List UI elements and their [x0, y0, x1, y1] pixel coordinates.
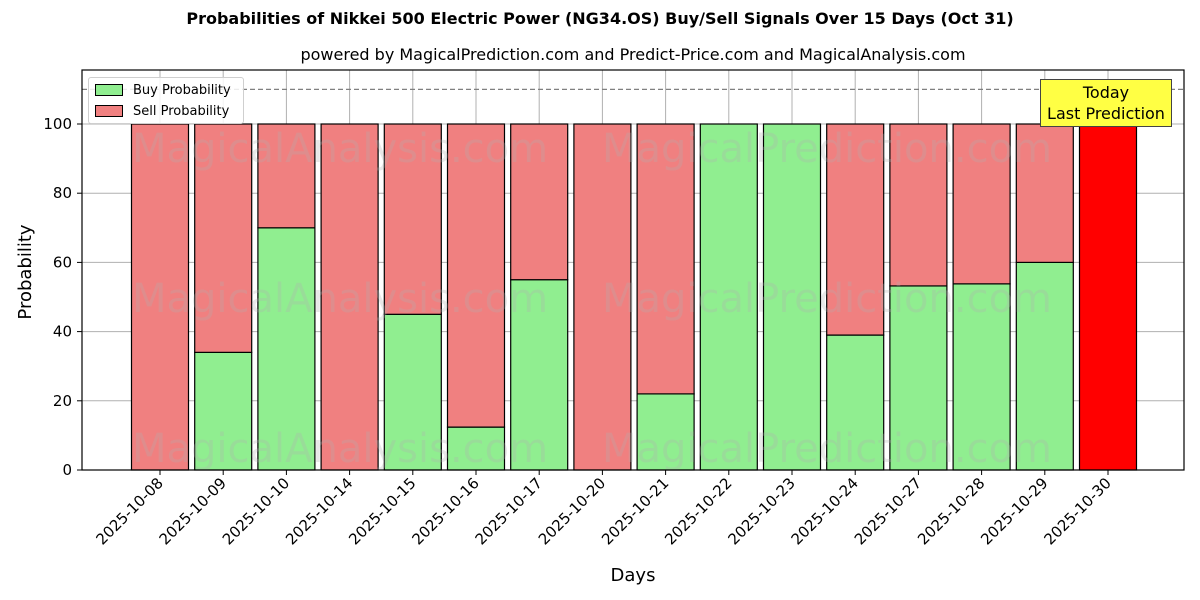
- y-tick-label: 20: [53, 392, 72, 410]
- legend-item-buy: Buy Probability: [95, 82, 231, 98]
- legend-item-sell: Sell Probability: [95, 103, 229, 119]
- buy-bar: [699, 123, 758, 471]
- bar-group: [320, 123, 379, 471]
- buy-bar: [952, 283, 1011, 471]
- x-tick-label: 2025-10-27: [851, 474, 925, 548]
- sell-bar: [510, 123, 569, 281]
- sell-bar: [889, 123, 948, 287]
- watermark: MagicalPrediction.com: [602, 276, 1052, 322]
- sell-bar: [826, 123, 885, 336]
- today-annotation: Today Last Prediction: [1040, 79, 1172, 127]
- sell-bar: [636, 123, 695, 395]
- x-tick-label: 2025-10-22: [661, 474, 735, 548]
- buy-bar: [257, 227, 316, 471]
- bar-group: [1078, 123, 1138, 471]
- bar-group: [699, 123, 758, 471]
- sell-bar: [320, 123, 379, 471]
- plot-frame: [81, 69, 1185, 471]
- x-tick-label: 2025-10-30: [1040, 474, 1114, 548]
- watermark: MagicalPrediction.com: [602, 426, 1052, 472]
- sell-swatch: [95, 105, 123, 117]
- watermark: MagicalPrediction.com: [602, 126, 1052, 172]
- x-tick-label: 2025-10-15: [345, 474, 419, 548]
- chart-title: Probabilities of Nikkei 500 Electric Pow…: [186, 9, 1014, 28]
- bar-group: [383, 123, 442, 471]
- x-tick-label: 2025-10-21: [598, 474, 672, 548]
- watermark: MagicalAnalysis.com: [132, 126, 548, 172]
- bar-group: [130, 123, 190, 471]
- y-axis-label: Probability: [15, 224, 36, 319]
- chart-subtitle: powered by MagicalPrediction.com and Pre…: [300, 45, 966, 64]
- legend-label-buy: Buy Probability: [133, 82, 231, 98]
- y-tick-label: 60: [53, 253, 72, 271]
- legend-label-sell: Sell Probability: [133, 103, 230, 119]
- bar-group: [446, 123, 506, 471]
- sell-bar: [130, 123, 190, 471]
- bar-group: [636, 123, 695, 471]
- x-tick-label: 2025-10-20: [535, 474, 609, 548]
- x-tick-label: 2025-10-09: [156, 474, 230, 548]
- sell-bar: [257, 123, 316, 229]
- x-tick-label: 2025-10-14: [282, 474, 356, 548]
- bar-group: [194, 123, 253, 471]
- x-tick-label: 2025-10-24: [788, 474, 862, 548]
- x-tick-label: 2025-10-17: [472, 474, 546, 548]
- bar-group: [889, 123, 948, 471]
- buy-bar: [636, 393, 695, 471]
- y-tick-label: 100: [43, 115, 72, 133]
- legend: Buy Probability Sell Probability: [88, 77, 244, 124]
- sell-bar: [383, 123, 442, 315]
- y-tick-label: 0: [62, 461, 72, 479]
- bar-group: [510, 123, 569, 471]
- sell-bar: [573, 123, 632, 471]
- bar-group: [762, 123, 822, 471]
- watermark: MagicalAnalysis.com: [132, 426, 548, 472]
- buy-bar: [383, 313, 442, 471]
- y-tick-label: 40: [53, 323, 72, 341]
- bar-group: [952, 123, 1011, 471]
- buy-swatch: [95, 84, 123, 96]
- x-tick-label: 2025-10-23: [724, 474, 798, 548]
- sell-bar: [446, 123, 506, 428]
- x-tick-label: 2025-10-16: [408, 474, 482, 548]
- bar-group: [257, 123, 316, 471]
- sell-bar: [1015, 123, 1074, 263]
- today-bar: [1078, 123, 1138, 471]
- sell-bar: [194, 123, 253, 353]
- x-tick-label: 2025-10-10: [219, 474, 293, 548]
- watermark: MagicalAnalysis.com: [132, 276, 548, 322]
- x-tick-label: 2025-10-08: [92, 474, 166, 548]
- y-tick-label: 80: [53, 184, 72, 202]
- sell-bar: [952, 123, 1011, 285]
- annotation-line2: Last Prediction: [1047, 104, 1165, 123]
- buy-bar: [762, 123, 822, 471]
- bar-group: [1015, 123, 1074, 471]
- x-axis-label: Days: [611, 565, 656, 586]
- x-tick-label: 2025-10-28: [914, 474, 988, 548]
- bar-group: [573, 123, 632, 471]
- x-tick-label: 2025-10-29: [977, 474, 1051, 548]
- annotation-line1: Today: [1082, 83, 1130, 102]
